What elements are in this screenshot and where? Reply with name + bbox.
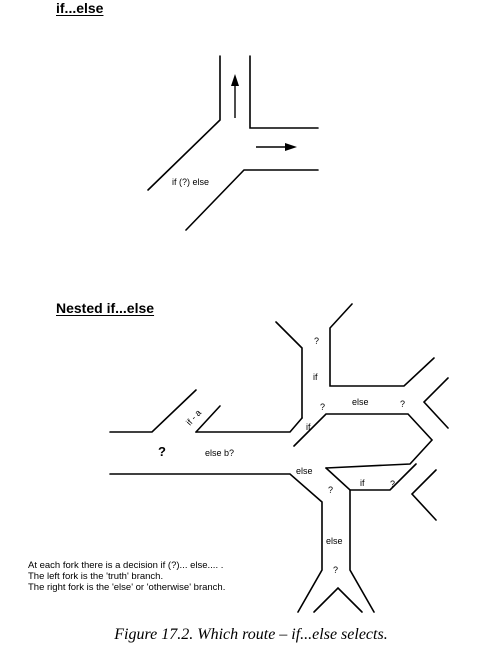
nested-top-stub-right xyxy=(329,303,435,387)
label-bottom-else: else xyxy=(326,536,343,546)
nested-center-loop xyxy=(293,413,434,469)
right-arrow-icon xyxy=(256,143,297,151)
label-big-q: ? xyxy=(158,444,166,459)
nested-lower-branch-upper xyxy=(325,463,417,491)
label-top-if: if xyxy=(313,372,318,382)
label-lower-right-q: ? xyxy=(390,479,395,489)
heading-nested-if-else: Nested if...else xyxy=(56,300,155,316)
label-lower-mid-q: ? xyxy=(328,485,333,495)
simple-road-edge-inner xyxy=(249,55,319,129)
note-line: The right fork is the 'else' or 'otherwi… xyxy=(28,582,226,593)
nested-if-a-stub-right xyxy=(195,405,221,433)
nested-lower-branch-right xyxy=(349,489,375,613)
nested-middle-block xyxy=(195,417,303,433)
label-upper-else: else xyxy=(352,397,369,407)
nested-top-stub-left xyxy=(275,321,303,419)
heading-if-else: if...else xyxy=(56,0,104,16)
label-upper-mid-q: ? xyxy=(320,402,325,412)
note-line: At each fork there is a decision if (?).… xyxy=(28,560,224,571)
simple-fork-diagram: if (?) else xyxy=(147,55,319,231)
label-lower-else: else xyxy=(296,466,313,476)
simple-fork-label: if (?) else xyxy=(172,177,209,187)
label-lower-if: if xyxy=(360,478,365,488)
up-arrow-icon xyxy=(231,74,239,118)
label-else-b: else b? xyxy=(205,448,234,458)
simple-road-edge-left xyxy=(147,55,221,191)
nested-if-a-stub-left xyxy=(109,389,197,433)
simple-road-edge-right xyxy=(185,169,319,231)
nested-main-road-bottom xyxy=(109,473,323,613)
figure-caption: Figure 17.2. Which route – if...else sel… xyxy=(114,626,388,643)
nested-lower-right-stub xyxy=(410,469,437,521)
nested-bottom-stub xyxy=(313,586,363,613)
nested-upper-right-stub xyxy=(422,377,449,429)
label-if-a: if - a xyxy=(184,408,203,428)
fork-explanation: At each fork there is a decision if (?).… xyxy=(28,560,225,593)
label-upper-right-q: ? xyxy=(400,399,405,409)
label-mid-if: if xyxy=(306,422,311,432)
label-top-q: ? xyxy=(314,336,319,346)
label-bottom-q: ? xyxy=(333,565,338,575)
note-line: The left fork is the 'truth' branch. xyxy=(28,571,164,582)
